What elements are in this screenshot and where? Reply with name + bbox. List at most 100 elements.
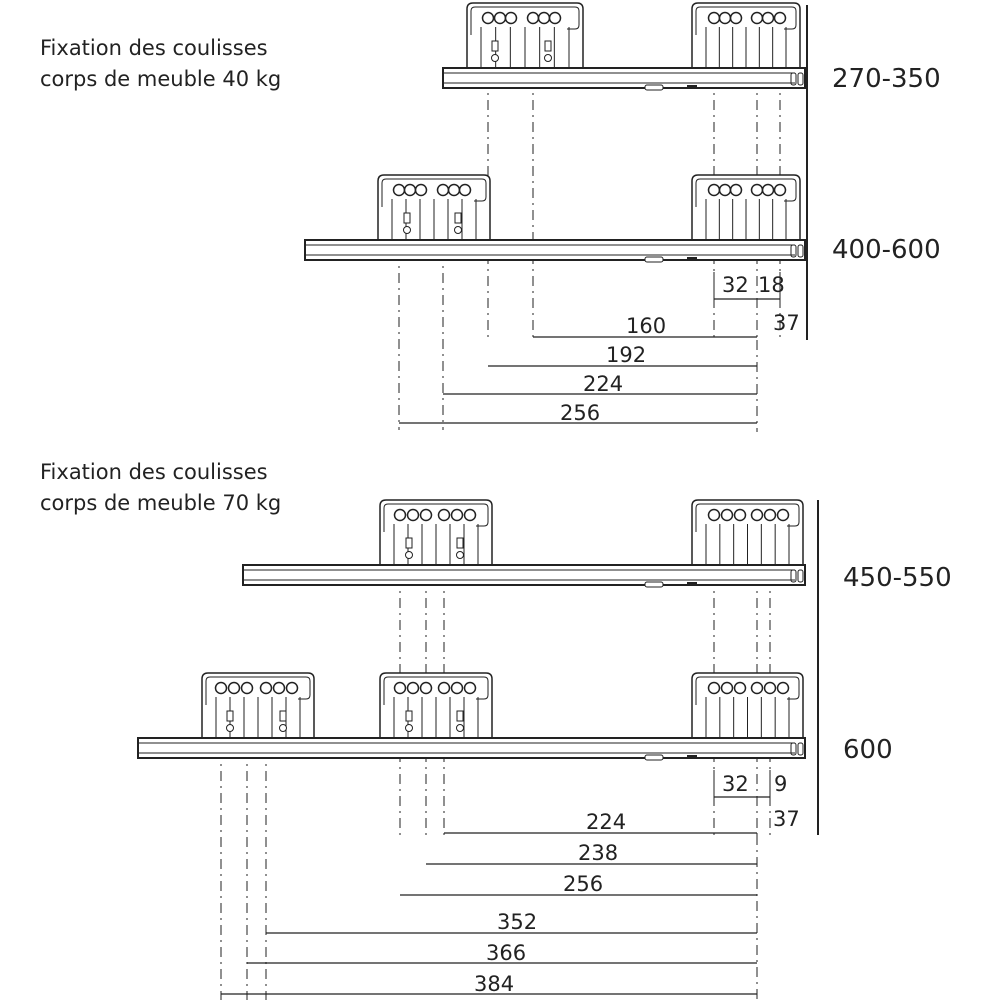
screw-slot [544, 40, 552, 52]
mounting-hole [437, 508, 451, 522]
mounting-hole [526, 11, 540, 25]
mounting-hole [707, 183, 721, 197]
screw-hole [403, 226, 411, 234]
bracket-outline [383, 503, 489, 532]
dim-label: 256 [563, 872, 603, 896]
mounting-hole [707, 11, 721, 25]
mounting-hole [493, 11, 507, 25]
mounting-hole [463, 508, 477, 522]
mounting-hole [763, 681, 777, 695]
screw-slot [405, 537, 413, 549]
mounting-hole [773, 183, 787, 197]
rail-clip [687, 257, 697, 261]
mounting-hole [718, 11, 732, 25]
bracket-outline [695, 503, 800, 532]
rail-stop [797, 72, 804, 86]
mounting-hole [419, 681, 433, 695]
rail-clip [644, 256, 664, 263]
mounting-hole [537, 11, 551, 25]
screw-slot [454, 212, 462, 224]
mounting-hole [393, 508, 407, 522]
mounting-hole [393, 681, 407, 695]
mounting-hole [437, 681, 451, 695]
mounting-hole [773, 11, 787, 25]
mounting-hole [450, 508, 464, 522]
title-line: Fixation des coulisses [40, 36, 268, 60]
title-line: corps de meuble 40 kg [40, 67, 282, 91]
mounting-hole [259, 681, 273, 695]
dim-label: 384 [474, 972, 514, 996]
mounting-hole [733, 508, 747, 522]
mounting-hole [548, 11, 562, 25]
mounting-hole [392, 183, 406, 197]
bracket-outline [383, 676, 489, 705]
rail-stop [790, 742, 797, 756]
mounting-hole [776, 681, 790, 695]
screw-hole [491, 54, 499, 62]
dim-label: 9 [774, 772, 787, 796]
mounting-hole [458, 183, 472, 197]
dim-label: 192 [606, 343, 646, 367]
rail-stop [790, 569, 797, 583]
mounting-hole [419, 508, 433, 522]
dim-label: 366 [486, 941, 526, 965]
dim-label: 160 [626, 314, 666, 338]
mounting-hole [763, 508, 777, 522]
mounting-hole [447, 183, 461, 197]
mounting-hole [436, 183, 450, 197]
dim-label: 224 [583, 372, 623, 396]
slide-rail [304, 239, 806, 261]
rail-clip [687, 755, 697, 759]
mounting-hole [750, 183, 764, 197]
mounting-hole [285, 681, 299, 695]
slide-rail [242, 564, 806, 586]
mounting-hole [406, 681, 420, 695]
mounting-hole [463, 681, 477, 695]
mounting-hole [504, 11, 518, 25]
mounting-hole [450, 681, 464, 695]
screw-hole [456, 551, 464, 559]
dim-label: 37 [773, 807, 800, 831]
mounting-hole [761, 183, 775, 197]
bracket-outline [470, 6, 580, 35]
rail-label: 270-350 [832, 64, 941, 94]
dim-label: 352 [497, 910, 537, 934]
mounting-hole [729, 183, 743, 197]
rail-stop [797, 569, 804, 583]
mounting-hole [720, 681, 734, 695]
mounting-hole [707, 681, 721, 695]
mounting-hole [750, 508, 764, 522]
dim-label: 224 [586, 810, 626, 834]
screw-hole [405, 724, 413, 732]
mounting-hole [729, 11, 743, 25]
title-line: corps de meuble 70 kg [40, 491, 282, 515]
rail-clip [687, 582, 697, 586]
rail-clip [644, 581, 664, 588]
dim-label: 37 [773, 311, 800, 335]
screw-slot [403, 212, 411, 224]
mounting-hole [272, 681, 286, 695]
screw-slot [456, 710, 464, 722]
bracket-outline [205, 676, 311, 705]
mounting-hole [733, 681, 747, 695]
slide-rail [442, 67, 806, 89]
mounting-hole [240, 681, 254, 695]
mounting-hole [750, 11, 764, 25]
section-title-40kg: Fixation des coulisses corps de meuble 4… [40, 33, 281, 95]
mounting-hole [750, 681, 764, 695]
screw-slot [491, 40, 499, 52]
bracket-outline [381, 178, 487, 207]
rail-stop [797, 742, 804, 756]
screw-slot [456, 537, 464, 549]
rail-stop [790, 244, 797, 258]
mounting-hole [761, 11, 775, 25]
mounting-hole [707, 508, 721, 522]
screw-slot [226, 710, 234, 722]
slide-rail [137, 737, 806, 759]
mounting-hole [414, 183, 428, 197]
mounting-hole [718, 183, 732, 197]
mounting-hole [720, 508, 734, 522]
rail-stop [797, 244, 804, 258]
